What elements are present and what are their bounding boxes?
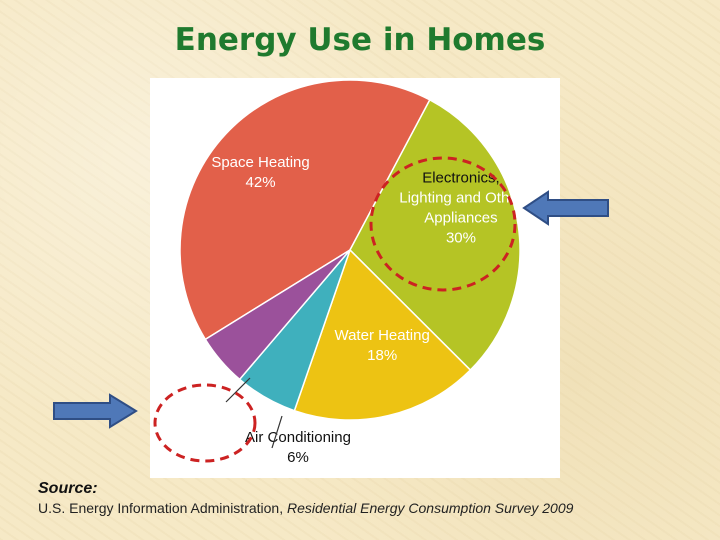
pie-value-label-air-conditioning: 6% [287, 449, 309, 466]
pie-slice-label-electronics-lighting-appliances: Lighting and Other [399, 189, 522, 206]
pie-slice-label-space-heating: Space Heating [211, 154, 309, 171]
pie-slice-water-heating [293, 248, 472, 421]
pie-slice-label-electronics-lighting-appliances: Appliances [424, 209, 497, 226]
pie-slice-label-electronics-lighting-appliances: Electronics, [422, 169, 500, 186]
highlight-circle-refrigeration [153, 383, 257, 463]
pie-chart-panel: Space Heating 42% Electronics, Lighting and… [150, 78, 560, 478]
pie-value-label-electronics-lighting-appliances: 30% [446, 229, 476, 246]
pie-value-label-space-heating: 42% [246, 174, 276, 191]
pie-chart: Space Heating 42% Electronics, Lighting and… [153, 79, 523, 466]
pie-value-label-water-heating: 18% [367, 347, 397, 364]
pie-value-label-refrigeration: 5% [191, 415, 213, 432]
source-publication: Residential Energy Consumption Survey 20… [287, 500, 574, 516]
pie-slice-label-air-conditioning: Air Conditioning [245, 429, 351, 446]
pie-slice-refrigeration [204, 249, 351, 381]
arrow-pointing-left-icon [522, 190, 609, 226]
pie-slice-space-heating [179, 79, 431, 341]
pie-slice-label-refrigeration: Refrigeration [159, 395, 245, 412]
source-citation: U.S. Energy Information Administration, … [38, 500, 573, 516]
arrow-pointing-right-icon [53, 393, 138, 429]
leader-line-air-conditioning [271, 415, 283, 449]
source-organization: U.S. Energy Information Administration, [38, 500, 287, 516]
pie-slice-label-water-heating: Water Heating [334, 327, 429, 344]
source-label: Source: [38, 480, 98, 497]
slide-title: Energy Use in Homes [174, 22, 546, 58]
leader-line-refrigeration [225, 377, 251, 403]
highlight-circle-electronics [369, 156, 517, 292]
